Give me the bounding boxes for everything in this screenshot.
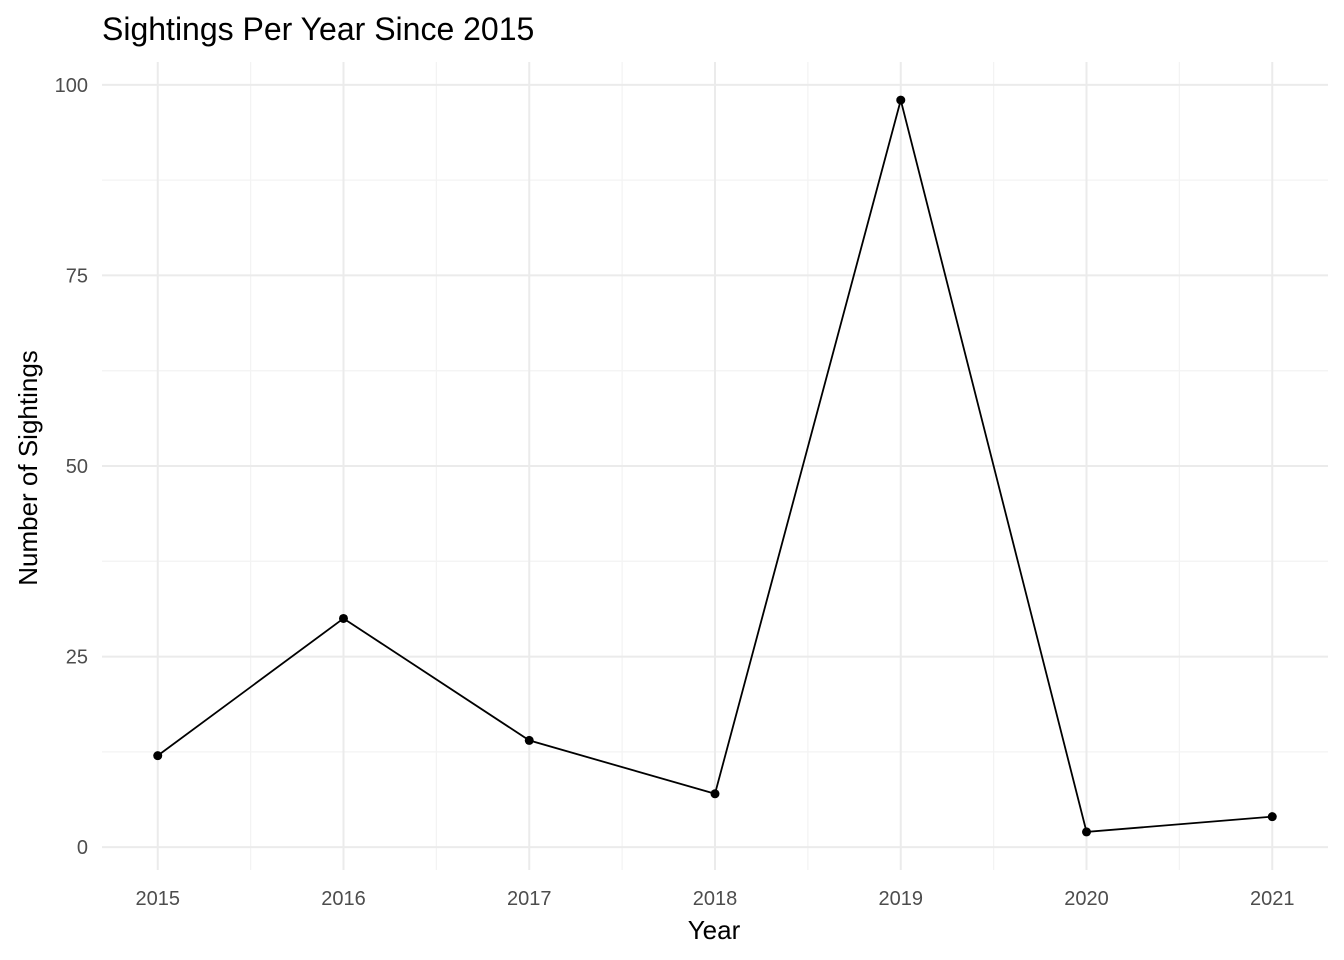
chart-title: Sightings Per Year Since 2015 [102,11,534,47]
x-axis-tick-labels: 2015 2016 2017 2018 2019 2020 2021 [135,888,1294,910]
grid-lines [102,62,1328,870]
data-point [896,95,906,105]
y-tick-label: 25 [66,647,88,669]
y-tick-label: 50 [66,456,88,478]
x-tick-label: 2020 [1064,888,1109,910]
y-axis-title: Number of Sightings [13,350,43,586]
y-tick-label: 100 [55,75,88,97]
y-tick-label: 75 [66,265,88,287]
x-tick-label: 2019 [879,888,924,910]
series-layer [153,95,1277,837]
data-point [710,789,720,799]
x-tick-label: 2015 [135,888,180,910]
x-tick-label: 2018 [693,888,738,910]
y-tick-label: 0 [77,837,88,859]
x-axis-title: Year [688,915,741,945]
data-point [1267,812,1277,822]
x-tick-label: 2016 [321,888,366,910]
x-tick-label: 2021 [1250,888,1295,910]
data-point [153,751,163,761]
data-point [338,613,348,623]
x-tick-label: 2017 [507,888,552,910]
data-point [1082,827,1092,837]
data-point [524,735,534,745]
y-axis-tick-labels: 0 25 50 75 100 [55,75,88,859]
